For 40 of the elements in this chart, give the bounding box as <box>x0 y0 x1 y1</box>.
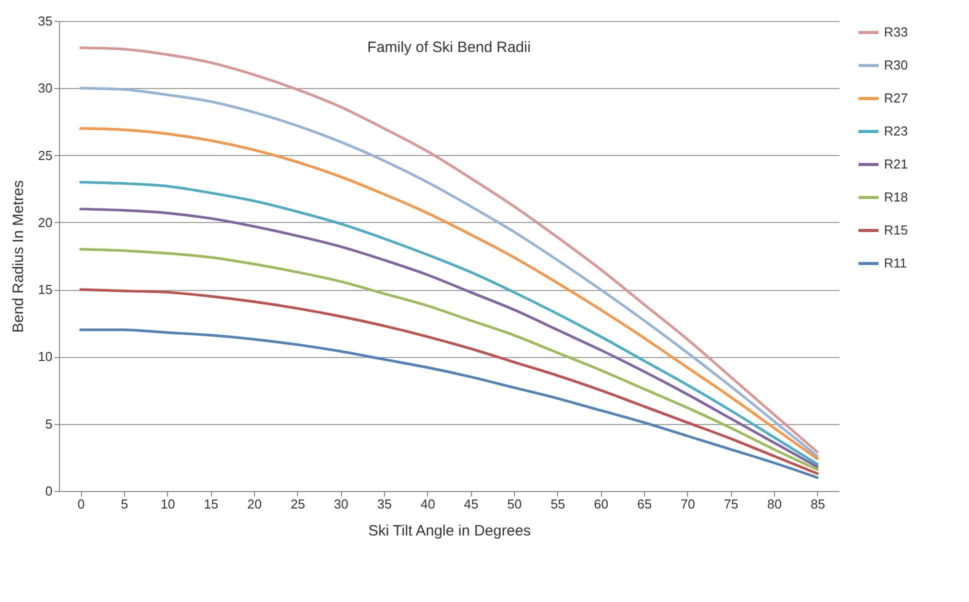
legend-label: R23 <box>884 124 908 138</box>
y-tick-label: 30 <box>38 80 52 96</box>
x-tick-label: 25 <box>290 496 306 512</box>
y-axis-title: Bend Radius In Metres <box>10 180 28 333</box>
legend-label: R27 <box>884 90 908 106</box>
legend-label: R33 <box>884 24 908 40</box>
x-tick-label: 5 <box>120 496 128 512</box>
legend-label: R15 <box>884 222 908 238</box>
y-tick-label: 25 <box>38 148 52 163</box>
y-tick-label: 35 <box>38 14 52 28</box>
line-series <box>79 288 819 475</box>
y-tick-label: 15 <box>38 282 52 298</box>
x-tick-label: 15 <box>204 496 218 512</box>
x-tick-label: 30 <box>334 496 348 512</box>
x-tick-label: 70 <box>680 496 696 512</box>
x-tick-label: 20 <box>247 496 262 512</box>
y-tick-label: 0 <box>45 484 52 498</box>
x-tick-label: 75 <box>724 496 738 512</box>
x-tick-label: 45 <box>464 496 478 512</box>
x-tick-label: 65 <box>637 496 652 512</box>
x-tick-label: 35 <box>377 496 392 512</box>
y-tick-label: 5 <box>45 416 52 432</box>
x-tick-label: 85 <box>810 496 826 512</box>
x-tick-label: 0 <box>78 496 85 512</box>
y-tick-label: 10 <box>38 349 52 364</box>
legend-label: R11 <box>884 256 907 270</box>
line-series <box>79 328 819 479</box>
line-series <box>79 248 819 471</box>
x-axis-title: Ski Tilt Angle in Degrees <box>368 522 531 540</box>
legend-label: R30 <box>884 58 908 72</box>
x-tick-label: 40 <box>420 496 436 512</box>
x-tick-label: 60 <box>594 496 608 512</box>
text: Family of Ski Bend Radii <box>367 39 531 56</box>
x-tick-label: 55 <box>550 496 566 512</box>
legend-label: R21 <box>884 156 908 172</box>
legend-label: R18 <box>884 190 908 204</box>
y-tick-label: 20 <box>38 214 52 230</box>
x-tick-label: 10 <box>160 496 176 512</box>
x-tick-label: 50 <box>507 496 522 512</box>
x-tick-label: 80 <box>767 496 782 512</box>
